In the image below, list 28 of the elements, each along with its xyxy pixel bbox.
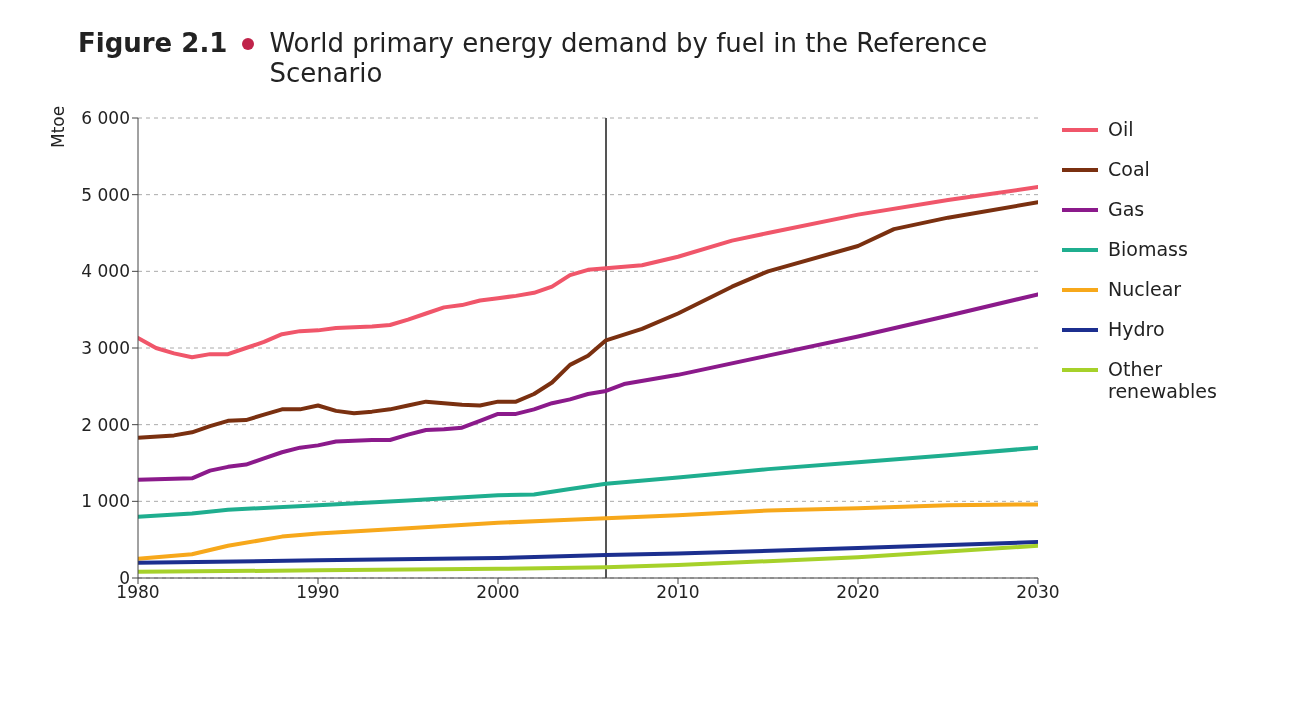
- legend-label: Coal: [1108, 158, 1151, 180]
- x-tick-label: 2030: [1016, 582, 1060, 603]
- y-tick-label: 2 000: [81, 414, 130, 435]
- y-tick-label: 4 000: [81, 261, 130, 282]
- chart-subtitle: World primary energy demand by fuel in the Reference Scenario: [269, 28, 989, 88]
- y-tick-label: 3 000: [81, 338, 130, 359]
- x-tick-label: 2010: [656, 582, 700, 603]
- y-tick-label: 1 000: [81, 491, 130, 512]
- x-tick-label: 2020: [836, 582, 880, 603]
- line-series: [138, 292, 1038, 482]
- line-series: [138, 539, 1038, 565]
- line-series: [138, 502, 1038, 561]
- line-series: [138, 445, 1038, 519]
- x-tick-label: 2000: [476, 582, 520, 603]
- legend-label: Hydro: [1108, 318, 1166, 340]
- y-axis-title: Mtoe: [48, 105, 69, 148]
- y-tick-label: 5 000: [81, 184, 130, 205]
- legend-label: Oil: [1108, 118, 1135, 140]
- x-tick-label: 1990: [296, 582, 340, 603]
- legend-label: Nuclear: [1108, 278, 1183, 300]
- chart-title: Figure 2.1: [78, 28, 228, 58]
- legend-label: Gas: [1108, 198, 1146, 220]
- line-series: [138, 200, 1038, 440]
- legend-label: Other renewables: [1108, 358, 1218, 402]
- line-series: [138, 543, 1038, 574]
- line-series: [138, 185, 1038, 360]
- y-tick-label: 6 000: [81, 108, 130, 129]
- legend-label: Biomass: [1108, 238, 1189, 260]
